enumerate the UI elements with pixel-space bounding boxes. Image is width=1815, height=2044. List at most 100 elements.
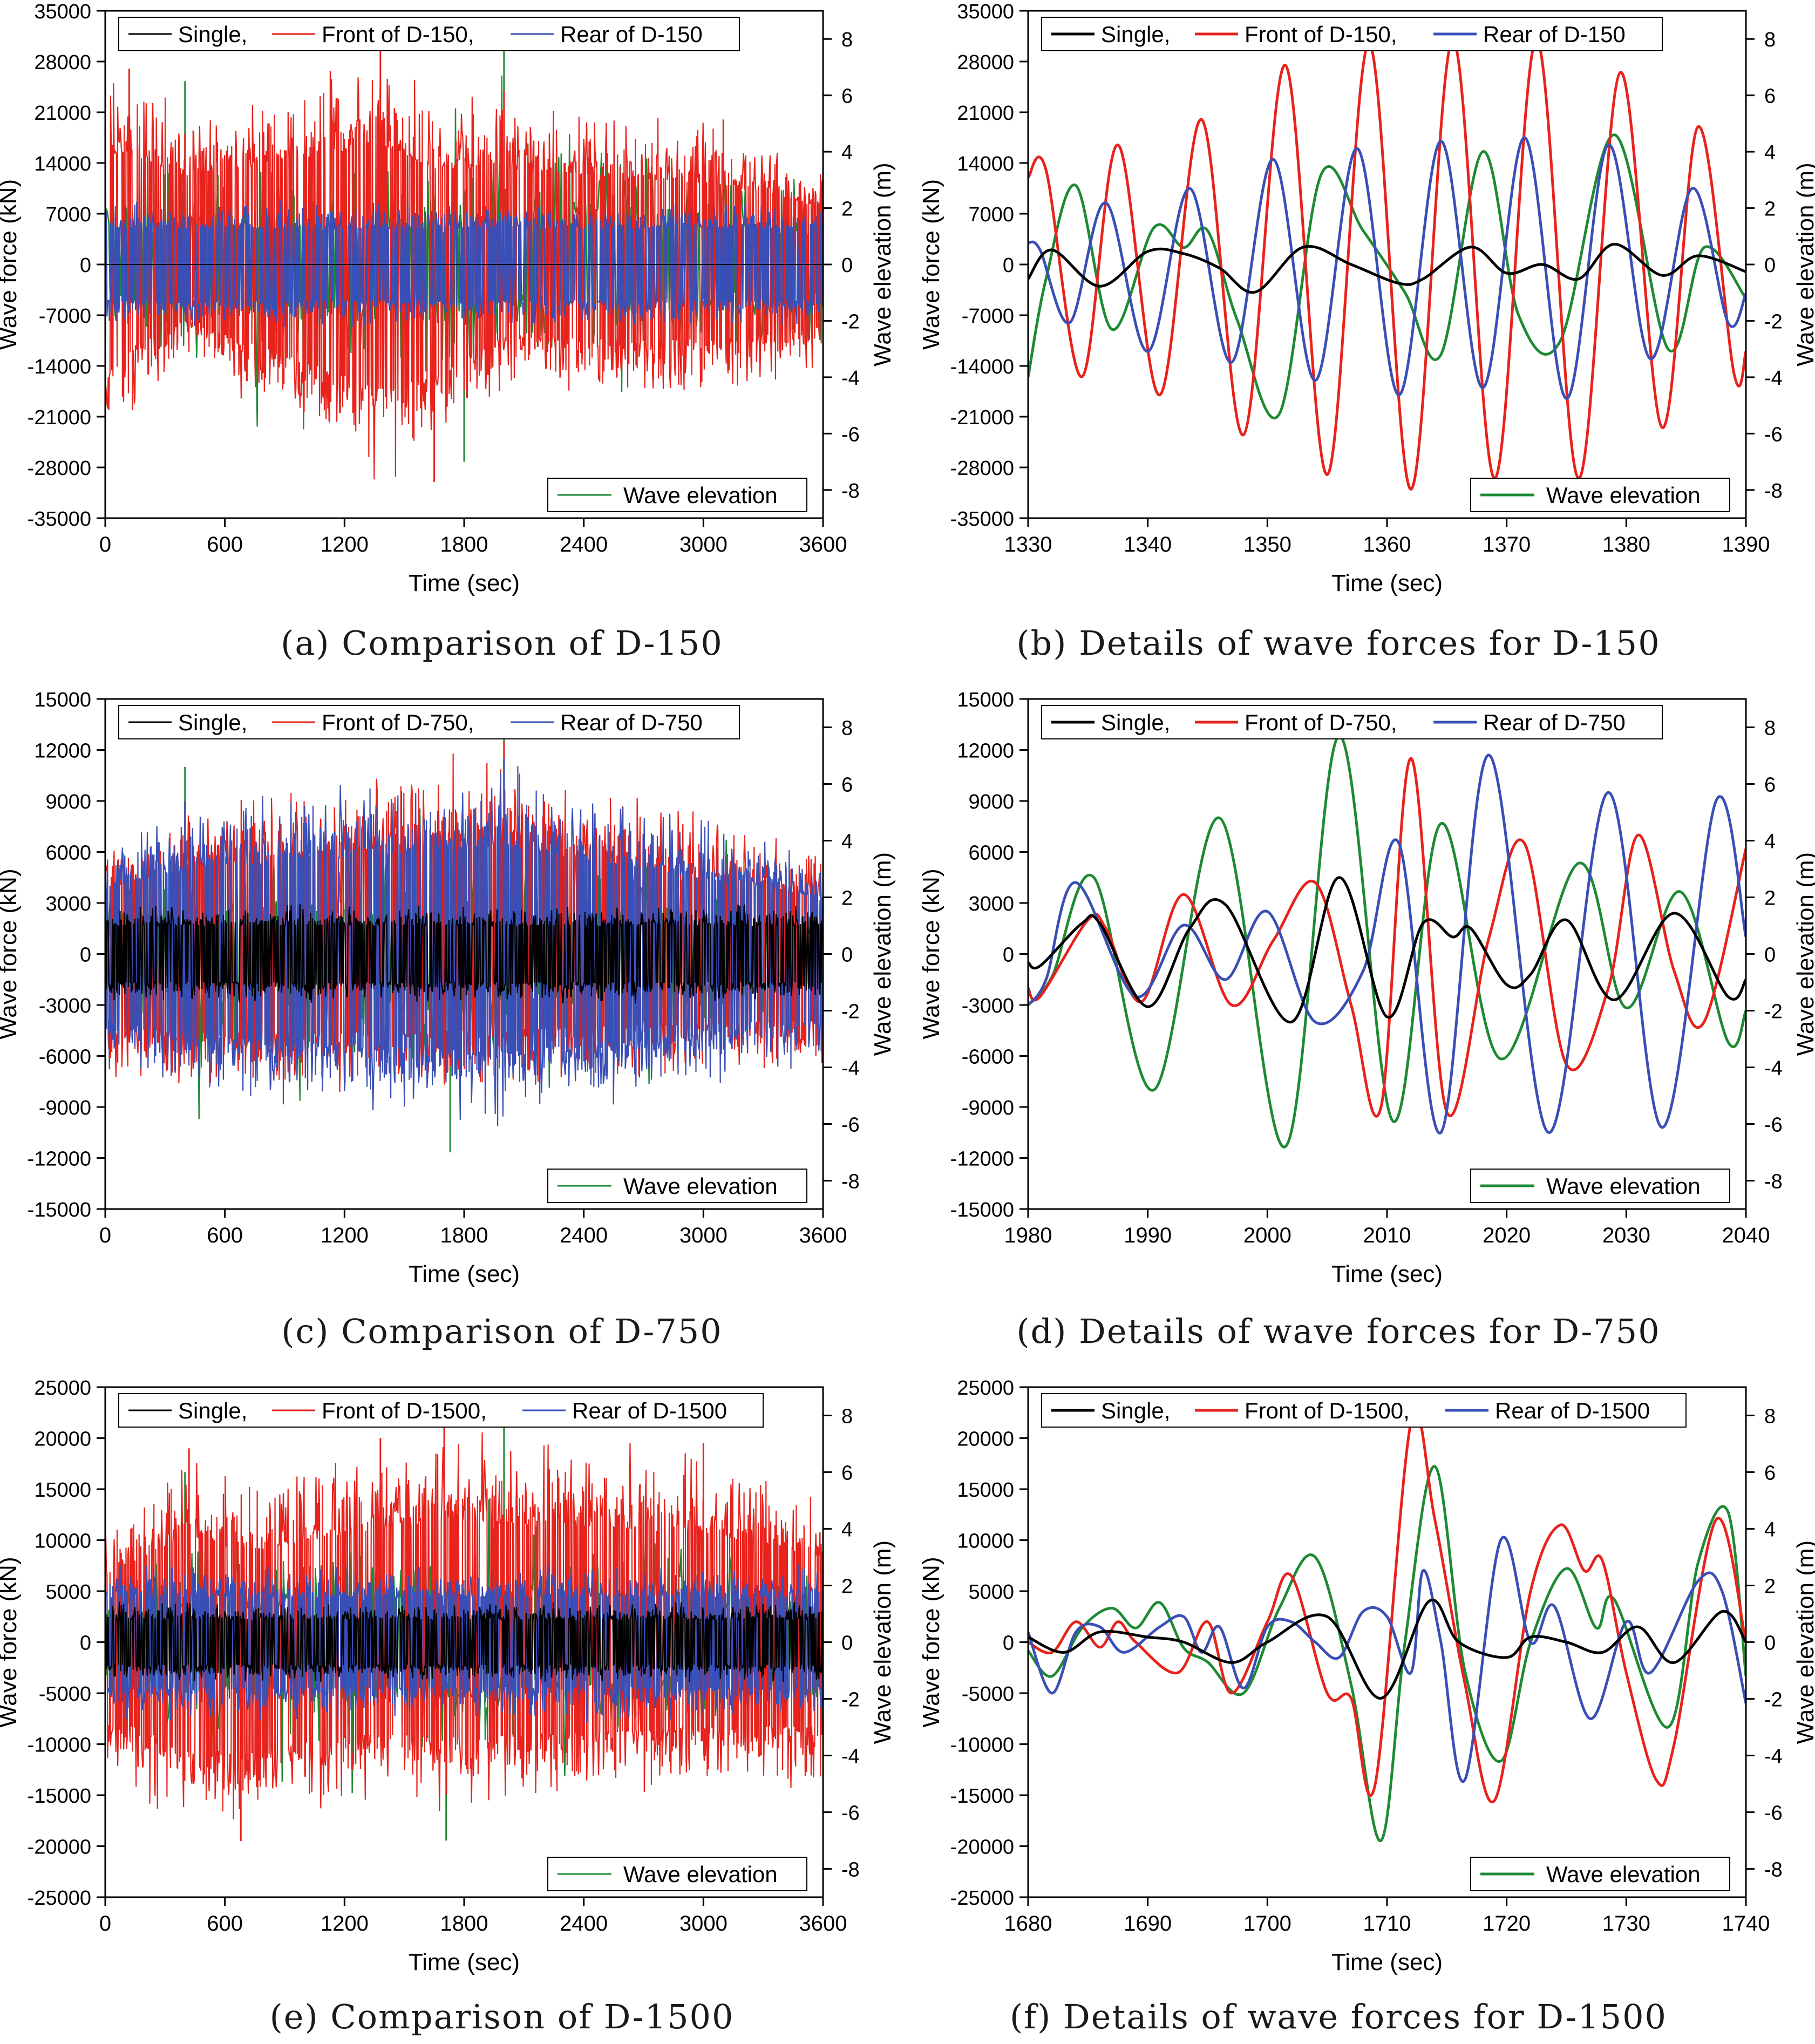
series-single-line [1028, 242, 1746, 294]
y-tick-label: -14000 [950, 356, 1014, 378]
x-tick-label: 3000 [679, 533, 728, 556]
y2-tick-label: -2 [1764, 1689, 1783, 1712]
legend-label-front: Front of D-1500, [322, 1398, 487, 1423]
plot-area [105, 39, 823, 482]
series-rear-line [1028, 753, 1746, 1135]
x-tick-label: 2010 [1363, 1224, 1411, 1247]
y2-tick-label: 6 [1764, 85, 1776, 108]
y-tick-label: -28000 [950, 457, 1014, 480]
x-tick-label: 1390 [1722, 533, 1770, 556]
y-tick-label: 21000 [957, 102, 1014, 125]
legend-label-wave: Wave elevation [623, 1862, 778, 1887]
legend-label-rear: Rear of D-150 [560, 22, 703, 47]
y2-tick-label: -2 [1764, 1001, 1783, 1023]
y-tick-label: -9000 [962, 1097, 1014, 1119]
x-tick-label: 1380 [1602, 533, 1650, 556]
y2-tick-label: 6 [841, 85, 853, 108]
series-wave-line [1028, 133, 1746, 420]
x-tick-label: 1720 [1483, 1912, 1531, 1936]
y-tick-label: 28000 [34, 51, 91, 74]
y2-tick-label: 6 [841, 1462, 853, 1485]
y-axis-label: Wave force (kN) [918, 1557, 944, 1727]
x-tick-label: 1680 [1004, 1912, 1052, 1936]
y-tick-label: -20000 [950, 1836, 1014, 1859]
y-tick-label: -28000 [28, 457, 91, 480]
legend-label-rear: Rear of D-150 [1483, 22, 1626, 47]
x-tick-label: 1730 [1602, 1912, 1650, 1936]
legend-top: Single, Front of D-750, Rear of D-750 [1041, 705, 1663, 739]
x-tick-label: 2400 [560, 1912, 608, 1936]
caption-e: (e) Comparison of D-1500 [269, 1997, 735, 2036]
y-tick-label: 25000 [34, 1377, 91, 1400]
x-tick-label: 1360 [1363, 533, 1411, 556]
y-tick-label: -10000 [950, 1734, 1014, 1757]
legend-label-single: Single, [1101, 710, 1170, 735]
y2-tick-label: -2 [841, 310, 860, 333]
y-tick-label: 6000 [45, 842, 91, 865]
y-tick-label: 10000 [957, 1530, 1014, 1553]
plot-area [1028, 734, 1746, 1149]
legend-label-front: Front of D-750, [322, 710, 474, 735]
y-tick-label: -35000 [950, 508, 1014, 531]
y2-tick-label: -2 [841, 1689, 860, 1712]
y-tick-label: 15000 [34, 1479, 91, 1502]
y2-tick-label: 4 [1764, 831, 1776, 853]
y-tick-label: -25000 [28, 1887, 91, 1910]
y-tick-label: 20000 [957, 1428, 1014, 1451]
legend-label-wave: Wave elevation [1546, 1173, 1701, 1199]
y-tick-label: 14000 [957, 153, 1014, 175]
y2-tick-label: -4 [841, 1746, 860, 1768]
y2-tick-label: 2 [1764, 198, 1776, 221]
legend-bottom: Wave elevation [1470, 1857, 1730, 1891]
series-single-line [105, 903, 823, 1004]
legend-top: Single, Front of D-1500, Rear of D-1500 [118, 1393, 764, 1428]
x-tick-label: 2000 [1243, 1224, 1291, 1247]
y-tick-label: -35000 [28, 508, 91, 531]
y-tick-label: 0 [80, 944, 91, 967]
y-tick-label: 7000 [968, 203, 1014, 226]
x-tick-label: 1370 [1483, 533, 1531, 556]
legend-top: Single, Front of D-750, Rear of D-750 [118, 705, 740, 739]
y-tick-label: 3000 [45, 893, 91, 915]
y-tick-label: -21000 [28, 406, 91, 429]
chart-panel-4: 0 600 1200 1800 2400 3000 3600-25000-20000-150… [0, 1377, 896, 1975]
y2-tick-label: 2 [841, 1576, 853, 1598]
y2-tick-label: 4 [841, 141, 853, 164]
x-tick-label: 600 [207, 1224, 243, 1247]
legend-bottom: Wave elevation [1470, 1169, 1730, 1203]
legend-label-rear: Rear of D-750 [1483, 710, 1626, 735]
caption-f: (f) Details of wave forces for D-1500 [1009, 1997, 1667, 2036]
legend-top: Single, Front of D-150, Rear of D-150 [1041, 17, 1663, 51]
y2-tick-label: 8 [1764, 29, 1776, 51]
y-tick-label: -15000 [28, 1785, 91, 1808]
chart-panel-3: 1980 1990 2000 2010 2020 2030 2040-15000-12000… [918, 689, 1815, 1287]
y-tick-label: -3000 [962, 995, 1014, 1017]
y2-tick-label: 8 [1764, 717, 1776, 740]
y-tick-label: 5000 [45, 1581, 91, 1604]
y2-tick-label: -6 [1764, 1114, 1783, 1137]
chart-panel-1: 1330 1340 1350 1360 1370 1380 1390 -35000 -28000… [918, 1, 1815, 596]
y-tick-label: -15000 [28, 1199, 91, 1221]
y2-tick-label: -4 [1764, 1746, 1783, 1768]
x-tick-label: 1800 [440, 533, 488, 556]
y-tick-label: 35000 [957, 1, 1014, 23]
y2-tick-label: 8 [841, 717, 853, 740]
y-tick-label: 14000 [34, 153, 91, 175]
y-tick-label: -12000 [950, 1148, 1014, 1171]
y-tick-label: -9000 [39, 1097, 91, 1119]
x-tick-label: 3000 [679, 1912, 728, 1936]
y2-tick-label: 0 [1764, 944, 1776, 967]
x-axis-label: Time (sec) [409, 1261, 520, 1287]
y2-tick-label: 6 [1764, 1462, 1776, 1485]
legend-label-wave: Wave elevation [1546, 483, 1701, 508]
y-tick-label: 0 [80, 254, 91, 277]
legend-label-wave: Wave elevation [623, 483, 778, 508]
y2-tick-label: -4 [841, 1057, 860, 1080]
x-tick-label: 2040 [1722, 1224, 1770, 1247]
legend-label-single: Single, [178, 22, 247, 47]
y-tick-label: 0 [1003, 944, 1014, 967]
x-tick-label: 3000 [679, 1224, 728, 1247]
y-tick-label: 0 [1003, 254, 1014, 277]
y2-tick-label: -8 [1764, 1859, 1783, 1882]
x-tick-label: 1740 [1722, 1912, 1770, 1936]
